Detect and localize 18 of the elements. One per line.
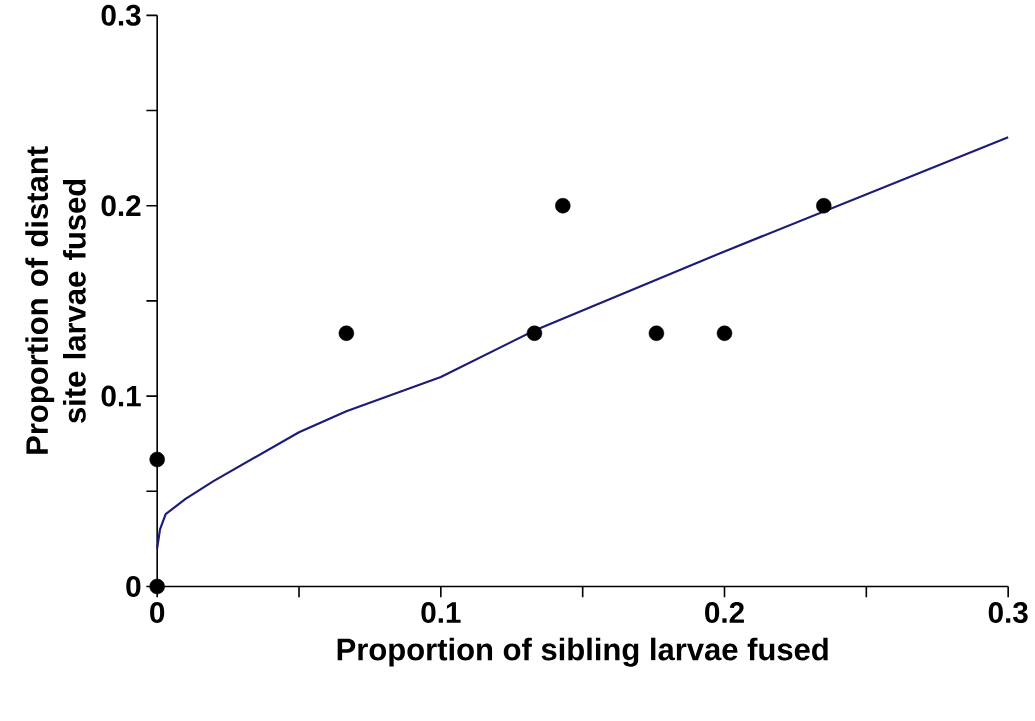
point bbox=[149, 451, 165, 468]
x-tick-label: 0.1 bbox=[421, 602, 461, 624]
y-tick-label: 0 bbox=[126, 576, 141, 598]
point bbox=[338, 325, 355, 342]
y-tick-label: 0.2 bbox=[101, 195, 141, 217]
point bbox=[648, 325, 665, 342]
x-tick-label: 0.2 bbox=[705, 602, 744, 624]
y-tick-label: 0.3 bbox=[101, 4, 141, 27]
point bbox=[526, 325, 543, 342]
x-axis-title: Proportion of sibling larvae fused bbox=[337, 637, 828, 667]
x-tick-label: 0.3 bbox=[988, 602, 1028, 624]
point bbox=[149, 578, 165, 595]
x-tick-label: 0 bbox=[150, 602, 165, 624]
point bbox=[716, 325, 733, 342]
point bbox=[555, 198, 571, 214]
y-axis-title: Proportion of distant site larvae fused bbox=[25, 146, 86, 454]
point bbox=[816, 198, 832, 214]
y-tick-label: 0.1 bbox=[101, 385, 141, 407]
